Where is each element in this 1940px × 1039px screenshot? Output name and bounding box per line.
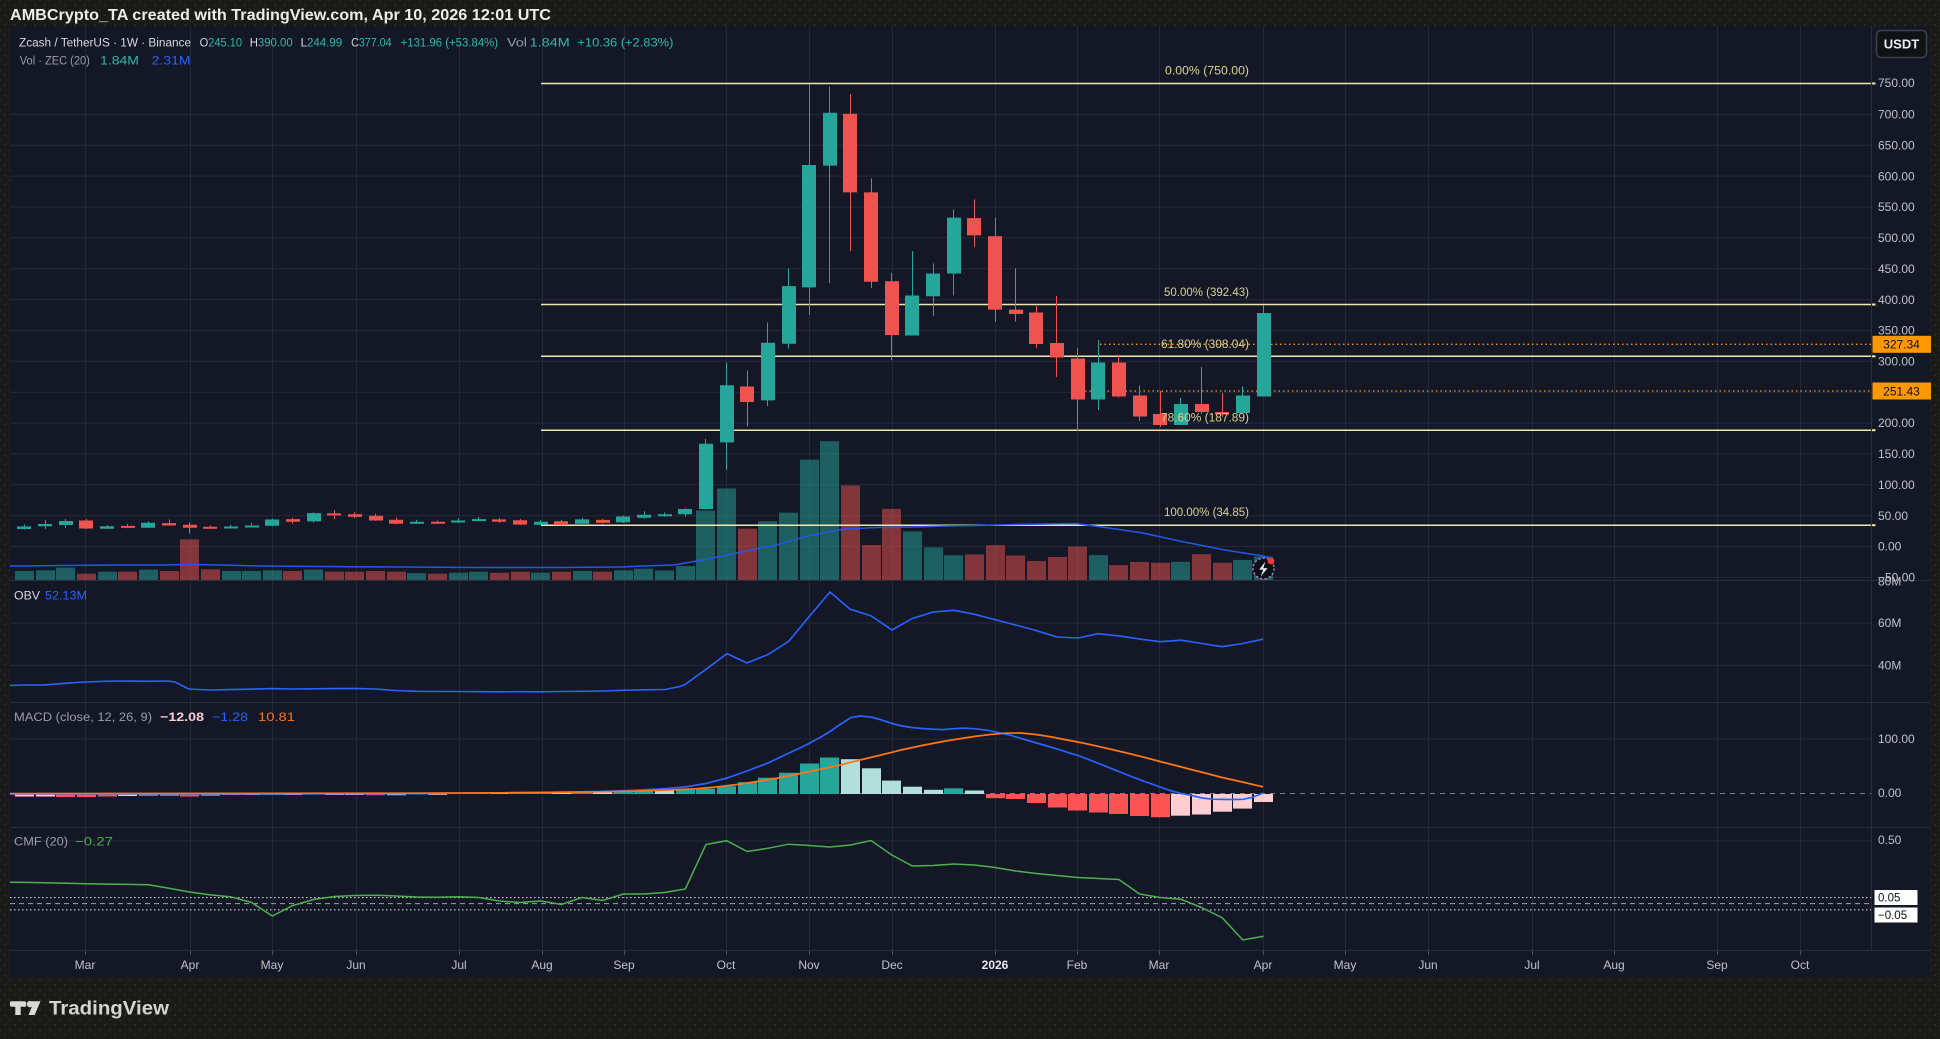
svg-text:Jun: Jun <box>1418 958 1437 972</box>
svg-text:O245.10: O245.10 <box>200 36 243 50</box>
svg-text:AMBCrypto_TA created with Trad: AMBCrypto_TA created with TradingView.co… <box>10 7 551 24</box>
svg-text:2026: 2026 <box>982 958 1009 972</box>
svg-text:Mar: Mar <box>1149 958 1170 972</box>
svg-text:Aug: Aug <box>1603 958 1624 972</box>
svg-text:Sep: Sep <box>1706 958 1728 972</box>
svg-text:450.00: 450.00 <box>1878 262 1915 276</box>
svg-text:TradingView: TradingView <box>49 998 170 1020</box>
svg-text:Apr: Apr <box>1254 958 1273 972</box>
svg-text:+131.96 (+53.84%): +131.96 (+53.84%) <box>401 36 499 50</box>
svg-text:327.34: 327.34 <box>1883 338 1920 352</box>
svg-text:0.00% (750.00): 0.00% (750.00) <box>1165 64 1249 78</box>
svg-text:650.00: 650.00 <box>1878 139 1915 153</box>
svg-text:200.00: 200.00 <box>1878 416 1915 430</box>
svg-text:Zcash / TetherUS · 1W · Binanc: Zcash / TetherUS · 1W · Binance <box>19 36 191 50</box>
svg-text:0.00: 0.00 <box>1878 540 1902 554</box>
svg-text:40M: 40M <box>1878 659 1901 673</box>
svg-text:300.00: 300.00 <box>1878 355 1915 369</box>
svg-text:−0.05: −0.05 <box>1878 910 1907 922</box>
svg-text:Oct: Oct <box>717 958 736 972</box>
svg-text:350.00: 350.00 <box>1878 324 1915 338</box>
svg-text:0.05: 0.05 <box>1878 893 1900 905</box>
svg-text:Jul: Jul <box>451 958 466 972</box>
svg-text:Feb: Feb <box>1067 958 1088 972</box>
svg-text:750.00: 750.00 <box>1878 76 1915 90</box>
svg-text:0.00: 0.00 <box>1878 786 1902 800</box>
svg-text:60M: 60M <box>1878 616 1901 630</box>
svg-text:500.00: 500.00 <box>1878 231 1915 245</box>
svg-text:Jun: Jun <box>346 958 365 972</box>
svg-text:0.50: 0.50 <box>1878 833 1902 847</box>
svg-text:Mar: Mar <box>75 958 96 972</box>
svg-text:Nov: Nov <box>798 958 819 972</box>
svg-text:100.00: 100.00 <box>1878 478 1915 492</box>
svg-text:May: May <box>1334 958 1357 972</box>
svg-text:400.00: 400.00 <box>1878 293 1915 307</box>
svg-text:78.60% (187.89): 78.60% (187.89) <box>1161 411 1249 425</box>
svg-text:−0.27: −0.27 <box>75 835 113 849</box>
svg-text:52.13M: 52.13M <box>45 589 87 603</box>
svg-text:+10.36 (+2.83%): +10.36 (+2.83%) <box>577 36 673 50</box>
svg-text:Vol · ZEC (20): Vol · ZEC (20) <box>20 54 90 68</box>
svg-text:150.00: 150.00 <box>1878 447 1915 461</box>
svg-text:Aug: Aug <box>531 958 552 972</box>
svg-text:550.00: 550.00 <box>1878 200 1915 214</box>
svg-text:L244.99: L244.99 <box>301 36 343 50</box>
svg-text:Dec: Dec <box>881 958 902 972</box>
svg-text:Sep: Sep <box>613 958 635 972</box>
svg-text:100.00% (34.85): 100.00% (34.85) <box>1164 505 1249 519</box>
svg-text:50.00: 50.00 <box>1878 509 1908 523</box>
svg-text:1.84M: 1.84M <box>100 54 139 68</box>
svg-text:Apr: Apr <box>181 958 200 972</box>
svg-text:700.00: 700.00 <box>1878 108 1915 122</box>
svg-text:USDT: USDT <box>1884 37 1919 52</box>
svg-text:10.81: 10.81 <box>258 710 295 724</box>
svg-text:Oct: Oct <box>1791 958 1810 972</box>
svg-text:Jul: Jul <box>1524 958 1539 972</box>
svg-text:−50.00: −50.00 <box>1878 571 1915 585</box>
svg-text:H390.00: H390.00 <box>250 36 293 50</box>
svg-text:50.00% (392.43): 50.00% (392.43) <box>1164 285 1249 299</box>
svg-text:May: May <box>261 958 284 972</box>
svg-text:61.80% (308.04): 61.80% (308.04) <box>1161 337 1249 351</box>
svg-text:CMF (20): CMF (20) <box>14 835 68 849</box>
svg-text:OBV: OBV <box>14 589 41 603</box>
svg-text:Vol: Vol <box>507 36 527 50</box>
svg-text:1.84M: 1.84M <box>530 36 570 50</box>
svg-text:80M: 80M <box>1878 575 1901 589</box>
svg-text:C377.04: C377.04 <box>351 36 392 50</box>
svg-text:251.43: 251.43 <box>1883 384 1920 398</box>
svg-text:600.00: 600.00 <box>1878 169 1915 183</box>
svg-text:MACD (close, 12, 26, 9): MACD (close, 12, 26, 9) <box>14 710 152 724</box>
svg-text:−1.28: −1.28 <box>212 710 248 724</box>
svg-text:−12.08: −12.08 <box>160 710 204 724</box>
svg-text:100.00: 100.00 <box>1878 732 1915 746</box>
svg-text:2.31M: 2.31M <box>152 54 191 68</box>
